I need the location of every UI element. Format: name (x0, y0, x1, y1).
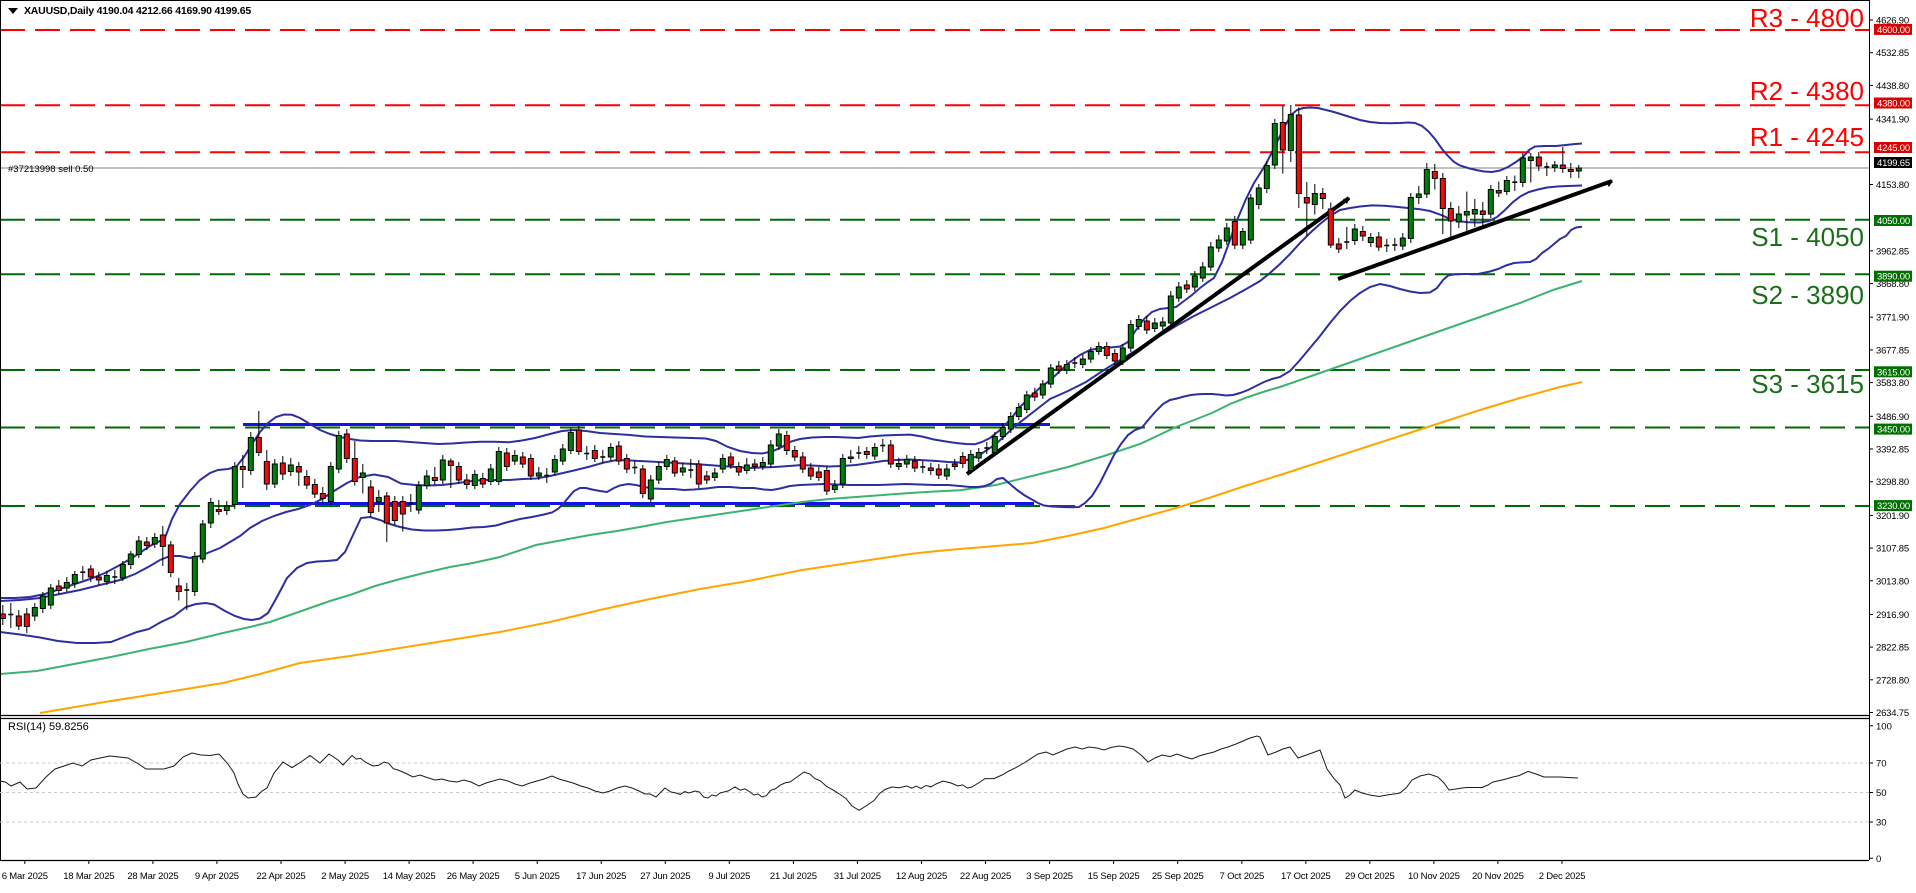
svg-text:30: 30 (1876, 818, 1887, 829)
svg-text:29 Oct 2025: 29 Oct 2025 (1345, 871, 1395, 882)
svg-text:9 Jul 2025: 9 Jul 2025 (708, 871, 750, 882)
svg-text:2728.80: 2728.80 (1876, 675, 1909, 686)
svg-text:2634.75: 2634.75 (1876, 708, 1909, 719)
svg-text:3677.85: 3677.85 (1876, 345, 1909, 356)
svg-text:4245.00: 4245.00 (1877, 143, 1910, 154)
svg-text:S2 - 3890: S2 - 3890 (1751, 280, 1864, 310)
svg-text:S3 - 3615: S3 - 3615 (1751, 369, 1864, 399)
svg-text:R2 - 4380: R2 - 4380 (1750, 76, 1864, 106)
svg-text:S1 - 4050: S1 - 4050 (1751, 222, 1864, 252)
svg-text:4050.00: 4050.00 (1877, 216, 1910, 227)
svg-text:9 Apr 2025: 9 Apr 2025 (195, 871, 239, 882)
svg-text:22 Aug 2025: 22 Aug 2025 (960, 871, 1011, 882)
svg-text:3107.85: 3107.85 (1876, 544, 1909, 555)
svg-text:3392.85: 3392.85 (1876, 445, 1909, 456)
svg-text:4438.80: 4438.80 (1876, 81, 1909, 92)
svg-text:4626.90: 4626.90 (1876, 16, 1909, 27)
svg-text:50: 50 (1876, 788, 1887, 799)
svg-text:17 Jun 2025: 17 Jun 2025 (576, 871, 626, 882)
svg-text:2 May 2025: 2 May 2025 (321, 871, 369, 882)
svg-text:4199.65: 4199.65 (1877, 158, 1910, 169)
svg-text:4532.85: 4532.85 (1876, 48, 1909, 59)
svg-text:2 Dec 2025: 2 Dec 2025 (1539, 871, 1586, 882)
svg-text:3615.00: 3615.00 (1877, 367, 1910, 378)
svg-text:10 Nov 2025: 10 Nov 2025 (1408, 871, 1460, 882)
svg-text:28 Mar 2025: 28 Mar 2025 (127, 871, 178, 882)
svg-text:17 Oct 2025: 17 Oct 2025 (1281, 871, 1331, 882)
svg-text:3486.90: 3486.90 (1876, 412, 1909, 423)
svg-text:4341.90: 4341.90 (1876, 115, 1909, 126)
svg-text:7 Oct 2025: 7 Oct 2025 (1220, 871, 1264, 882)
svg-text:0: 0 (1876, 854, 1881, 865)
svg-text:R1 - 4245: R1 - 4245 (1750, 122, 1864, 152)
svg-text:3771.90: 3771.90 (1876, 313, 1909, 324)
svg-text:100: 100 (1876, 721, 1892, 732)
svg-text:5 Jun 2025: 5 Jun 2025 (515, 871, 560, 882)
svg-text:26 May 2025: 26 May 2025 (447, 871, 500, 882)
svg-text:18 Mar 2025: 18 Mar 2025 (63, 871, 114, 882)
svg-text:RSI(14) 59.8256: RSI(14) 59.8256 (8, 721, 89, 733)
svg-text:20 Nov 2025: 20 Nov 2025 (1472, 871, 1524, 882)
svg-text:22 Apr 2025: 22 Apr 2025 (256, 871, 305, 882)
svg-text:3 Sep 2025: 3 Sep 2025 (1026, 871, 1073, 882)
svg-text:R3 - 4800: R3 - 4800 (1750, 3, 1864, 33)
svg-text:3298.80: 3298.80 (1876, 477, 1909, 488)
svg-text:3962.85: 3962.85 (1876, 246, 1909, 257)
svg-text:2822.85: 2822.85 (1876, 643, 1909, 654)
svg-text:4153.80: 4153.80 (1876, 180, 1909, 191)
svg-text:#37213998 sell 0.50: #37213998 sell 0.50 (8, 164, 94, 175)
svg-text:3890.00: 3890.00 (1877, 272, 1910, 283)
svg-text:3450.00: 3450.00 (1877, 425, 1910, 436)
svg-text:6 Mar 2025: 6 Mar 2025 (2, 871, 48, 882)
svg-text:21 Jul 2025: 21 Jul 2025 (770, 871, 817, 882)
svg-text:31 Jul 2025: 31 Jul 2025 (834, 871, 881, 882)
svg-text:3230.00: 3230.00 (1877, 501, 1910, 512)
svg-text:27 Jun 2025: 27 Jun 2025 (640, 871, 690, 882)
svg-text:2916.90: 2916.90 (1876, 610, 1909, 621)
svg-text:3583.80: 3583.80 (1876, 378, 1909, 389)
svg-text:4380.00: 4380.00 (1877, 99, 1910, 110)
svg-text:14 May 2025: 14 May 2025 (383, 871, 436, 882)
svg-text:4600.00: 4600.00 (1877, 25, 1910, 36)
svg-text:15 Sep 2025: 15 Sep 2025 (1088, 871, 1140, 882)
svg-text:3868.80: 3868.80 (1876, 279, 1909, 290)
svg-text:25 Sep 2025: 25 Sep 2025 (1152, 871, 1204, 882)
svg-text:70: 70 (1876, 759, 1887, 770)
svg-text:12 Aug 2025: 12 Aug 2025 (896, 871, 947, 882)
svg-text:3013.80: 3013.80 (1876, 576, 1909, 587)
svg-text:XAUUSD,Daily 4190.04 4212.66: XAUUSD,Daily 4190.04 4212.66 4169.90 419… (24, 5, 251, 17)
svg-text:3201.90: 3201.90 (1876, 511, 1909, 522)
